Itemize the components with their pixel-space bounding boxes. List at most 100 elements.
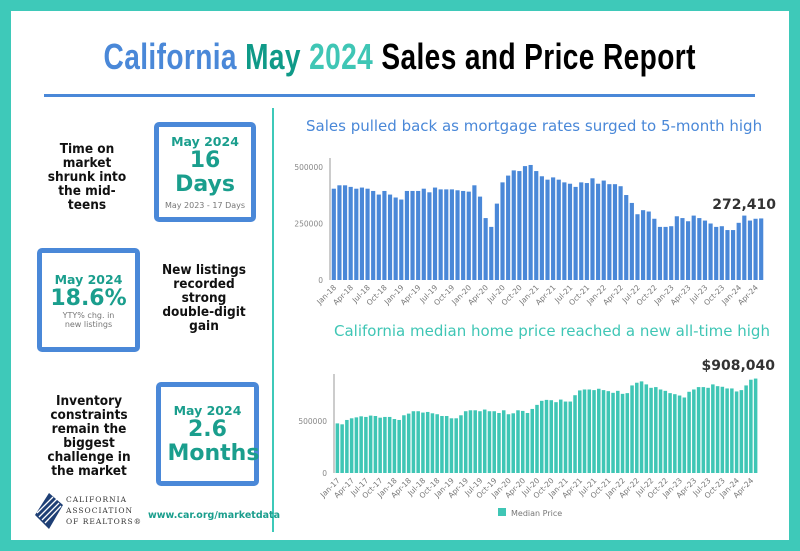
bar (432, 187, 438, 280)
bar (680, 218, 685, 280)
stat-label: May 2024 (54, 271, 123, 287)
bar (387, 194, 393, 280)
bar (489, 226, 494, 280)
bar (382, 190, 387, 280)
bar (500, 182, 505, 280)
bar (590, 178, 595, 280)
bar (663, 226, 668, 280)
bar (674, 216, 679, 280)
stat-label: May 2024 (171, 134, 239, 149)
bar (539, 176, 544, 280)
bar (410, 190, 415, 280)
bar (522, 166, 528, 280)
bar (359, 187, 365, 280)
bar (449, 189, 454, 280)
stat-note: YTY% chg. in new listings (62, 310, 115, 329)
bar (747, 220, 753, 280)
statement-new-listings: New listings recorded strong double-digi… (162, 262, 246, 334)
stat-note: May 2023 - 17 Days (164, 201, 246, 210)
bar (393, 197, 398, 280)
bar (612, 184, 618, 280)
bar (455, 190, 460, 280)
bar (421, 188, 426, 280)
bar (466, 191, 471, 280)
bar (657, 226, 663, 280)
bar (697, 218, 702, 280)
bar (691, 215, 696, 280)
y-tick-label: 0 (318, 276, 323, 285)
stat-box-time-on-market: May 2024 16 Days May 2023 - 17 Days (154, 122, 256, 222)
value-annotation: 272,410 (712, 197, 776, 213)
bar (669, 226, 674, 280)
bar (444, 189, 449, 280)
bar (719, 226, 724, 280)
bar (759, 218, 764, 280)
bar (477, 196, 483, 280)
bar (506, 175, 511, 280)
bar (348, 186, 353, 280)
bar (736, 222, 741, 280)
bar (534, 171, 539, 280)
title-california: California (103, 36, 238, 77)
sales-chart-title: Sales pulled back as mortgage rates surg… (306, 117, 763, 135)
bar (517, 171, 522, 280)
bar (342, 185, 348, 280)
bar (742, 215, 747, 280)
bar (371, 190, 376, 280)
car-logo-icon (35, 493, 63, 529)
bar (601, 180, 606, 280)
bar (562, 182, 567, 280)
title-divider (44, 94, 755, 97)
bar (725, 230, 730, 280)
bar (483, 218, 488, 280)
bar (365, 188, 370, 280)
title-rest: Sales and Price Report (381, 36, 697, 77)
bar (545, 179, 550, 280)
y-tick-label: 250000 (294, 220, 323, 229)
bar (404, 190, 409, 280)
bar (708, 223, 713, 280)
bar (618, 186, 623, 280)
bar (337, 185, 342, 280)
bar (354, 188, 359, 280)
stat-value: 2.6 Months (167, 416, 260, 466)
stat-label: May 2024 (173, 402, 242, 418)
logo-text: CALIFORNIA ASSOCIATION OF REALTORS® (66, 495, 143, 526)
y-tick-label: 500000 (294, 163, 323, 172)
bar (427, 192, 432, 280)
statement-time-on-market: Time on market shrunk into the mid-teens (47, 141, 127, 213)
statement-inventory: Inventory constraints remain the biggest… (47, 393, 131, 479)
stat-value: 16 Days (175, 148, 235, 197)
bar (528, 164, 533, 280)
bar (635, 214, 640, 280)
stat-box-inventory: May 2024 2.6 Months (156, 382, 259, 486)
bar (494, 203, 499, 280)
bar (652, 218, 657, 280)
title-year: 2024 (309, 36, 374, 77)
stat-box-new-listings: May 2024 18.6% YTY% chg. in new listings (37, 248, 140, 352)
bar (567, 183, 573, 280)
bar (376, 194, 381, 280)
bar (573, 186, 578, 280)
bar (556, 179, 561, 280)
bar (399, 199, 404, 280)
bar (686, 221, 691, 280)
price-chart-title: California median home price reached a n… (334, 322, 770, 340)
bar (646, 211, 651, 280)
bar (596, 183, 601, 280)
bar (730, 230, 736, 280)
bar (472, 185, 477, 280)
bar (416, 190, 421, 280)
title-month: May (245, 36, 302, 77)
bar (641, 210, 646, 280)
bar (461, 190, 466, 280)
bar (551, 177, 556, 280)
bar (438, 189, 443, 280)
bar (629, 202, 634, 280)
bar (714, 226, 719, 280)
bar (702, 220, 708, 280)
column-divider (272, 108, 274, 532)
website-link[interactable]: www.car.org/marketdata (148, 510, 280, 521)
bar (331, 188, 336, 280)
